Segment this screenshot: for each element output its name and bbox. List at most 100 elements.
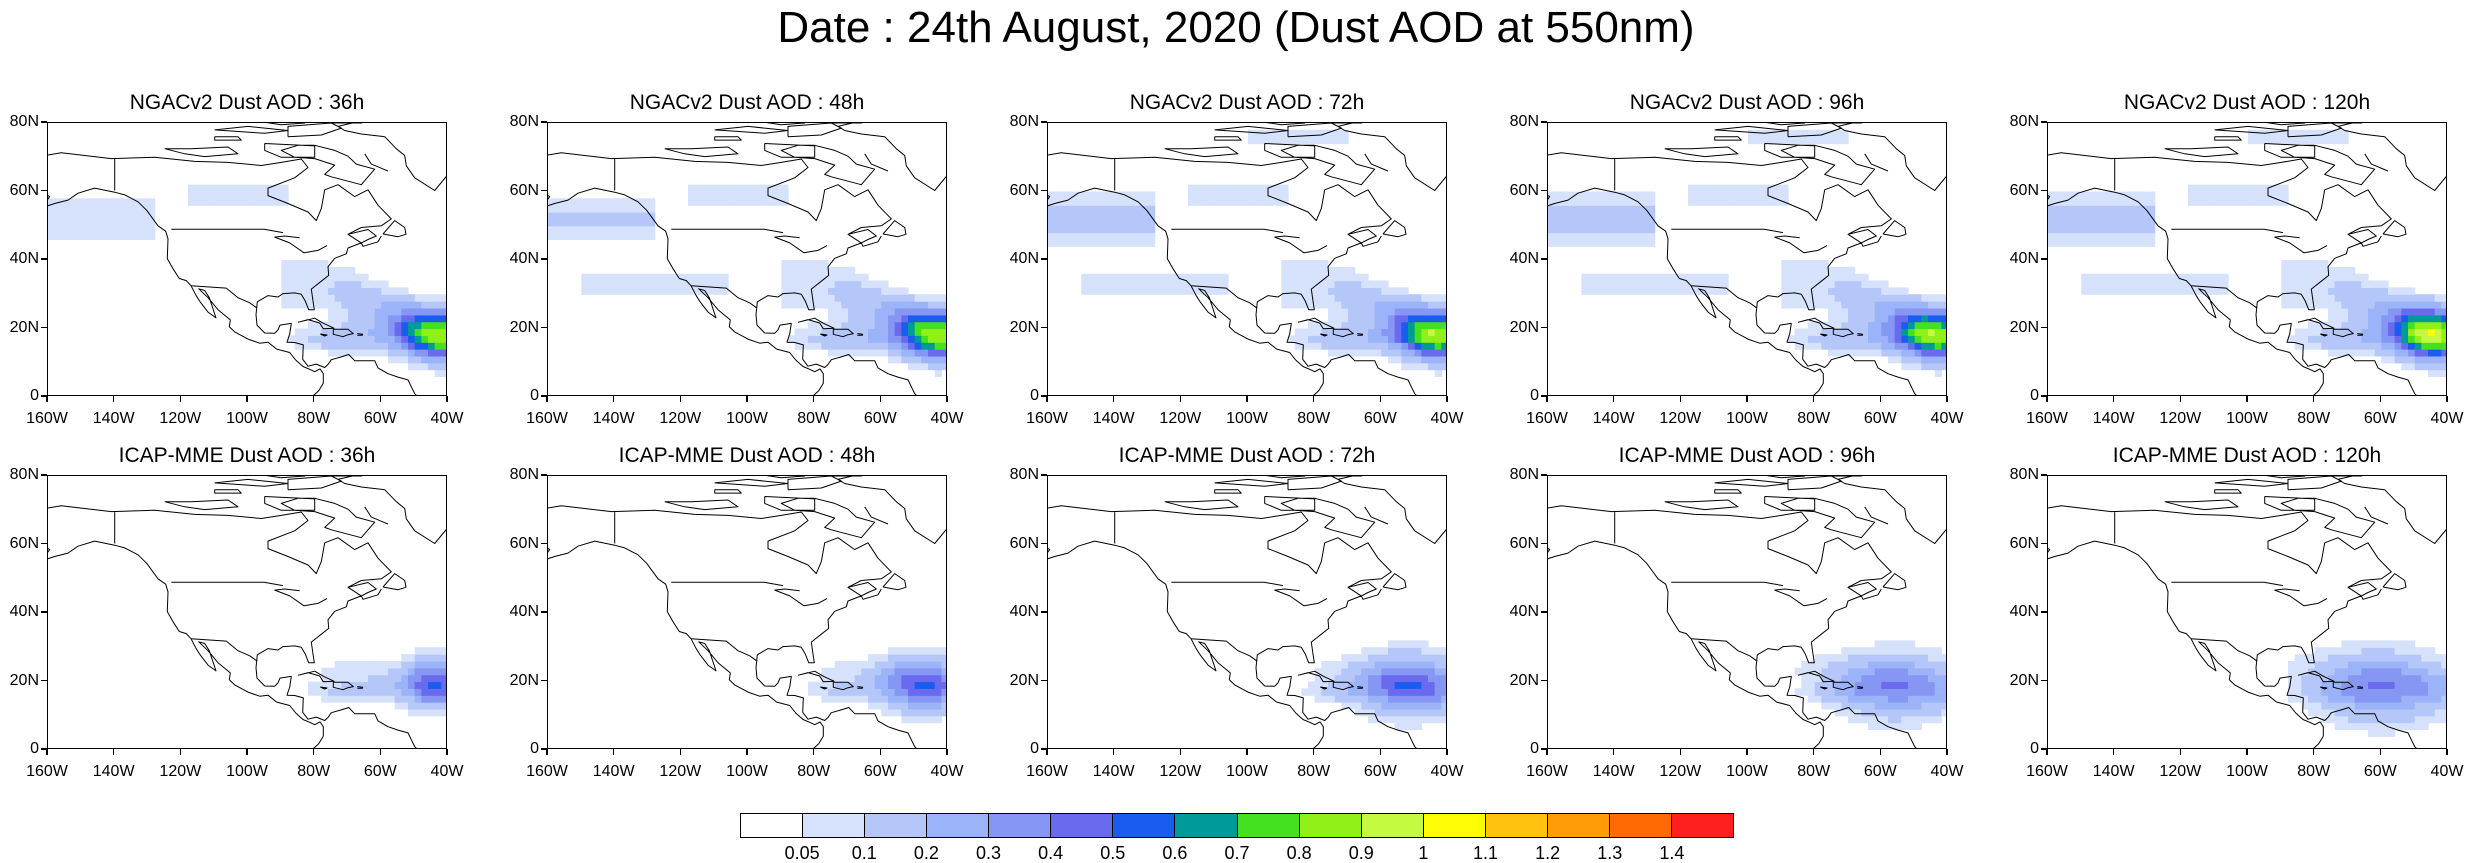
aod-cell [1568,191,1576,199]
aod-cell [2108,212,2116,220]
y-tick-label: 60N [1509,181,1539,199]
aod-cell [1361,674,1369,683]
aod-cell [314,342,322,350]
aod-cell [1841,301,1849,309]
aod-cell [941,695,946,703]
aod-cell [434,688,442,696]
aod-cell [2401,314,2409,323]
aod-cell [74,198,82,206]
aod-cell [1841,647,1849,655]
aod-cell [81,198,89,206]
dust-aod-map [2048,476,2446,748]
aod-cell [2328,647,2336,655]
aod-cell [388,695,396,703]
aod-cell [1841,708,1849,717]
x-tick-mark [2379,749,2382,755]
aod-cell [1741,198,1749,206]
aod-cell [2321,260,2329,268]
aod-cell [2048,239,2056,247]
aod-cell [1261,184,1269,193]
aod-cell [1394,722,1402,731]
aod-cell [1368,715,1376,724]
aod-cell [1661,273,1669,282]
aod-cell [2414,702,2422,710]
aod-cell [934,660,942,669]
aod-cell [1888,314,1896,323]
aod-cell [2068,198,2076,206]
aod-cell [441,314,446,323]
aod-cell [561,198,569,206]
aod-cell [421,301,429,309]
x-tick-label: 60W [1863,763,1897,780]
aod-cell [1194,198,1202,206]
aod-cell [2354,660,2362,669]
aod-cell [1794,260,1802,268]
aod-cell [361,321,369,330]
aod-cell [441,342,446,350]
aod-cell [1228,198,1236,206]
aod-cell [421,349,429,357]
aod-cell [1388,342,1396,350]
aod-cell [394,335,402,343]
aod-shading [2048,129,2446,378]
aod-cell [421,681,429,689]
aod-cell [2428,688,2436,696]
aod-cell [941,328,946,336]
aod-cell [2361,273,2369,282]
aod-cell [2434,715,2442,724]
aod-cell [2141,225,2149,234]
aod-cell [1281,136,1289,145]
aod-cell [1914,294,1922,302]
aod-cell [2408,660,2416,669]
aod-cell [788,273,796,282]
aod-cell [548,205,556,213]
aod-cell [2414,708,2422,717]
aod-cell [841,294,849,302]
aod-cell [841,280,849,288]
aod-cell [2314,321,2322,330]
aod-cell [2308,695,2316,703]
aod-cell [1434,335,1442,343]
aod-cell [1401,640,1409,648]
aod-cell [1921,321,1929,330]
aod-cell [1894,715,1902,724]
aod-cell [1354,688,1362,696]
aod-cell [2381,349,2389,357]
aod-cell [1114,205,1122,213]
aod-cell [2048,198,2056,206]
aod-cell [2341,273,2349,282]
panel-title: NGACv2 Dust AOD : 36h [129,91,365,114]
aod-cell [1841,287,1849,295]
aod-cell [1334,287,1342,295]
aod-cell [821,335,829,343]
aod-cell [341,681,349,689]
aod-cell [334,307,342,316]
aod-cell [1588,225,1596,234]
aod-cell [901,654,909,662]
aod-cell [814,688,822,696]
aod-cell [1394,287,1402,295]
aod-cell [1408,314,1416,323]
aod-cell [2441,702,2446,710]
aod-cell [1374,314,1382,323]
aod-cell [294,287,302,295]
aod-cell [1381,301,1389,309]
aod-cell [928,355,936,364]
aod-cell [874,667,882,676]
aod-cell [1381,708,1389,717]
aod-cell [1334,301,1342,309]
aod-cell [2428,335,2436,343]
x-tick-label: 100W [726,410,768,427]
aod-cell [1321,266,1329,275]
x-tick-label: 160W [2026,410,2068,427]
aod-cell [874,335,882,343]
aod-cell [2361,695,2369,703]
aod-cell [2328,314,2336,323]
colorbar-label: 0.9 [1348,843,1374,863]
aod-cell [74,232,82,241]
aod-cell [848,688,856,696]
aod-cell [914,688,922,696]
aod-cell [288,301,296,309]
aod-cell [1881,287,1889,295]
aod-cell [1874,280,1882,288]
